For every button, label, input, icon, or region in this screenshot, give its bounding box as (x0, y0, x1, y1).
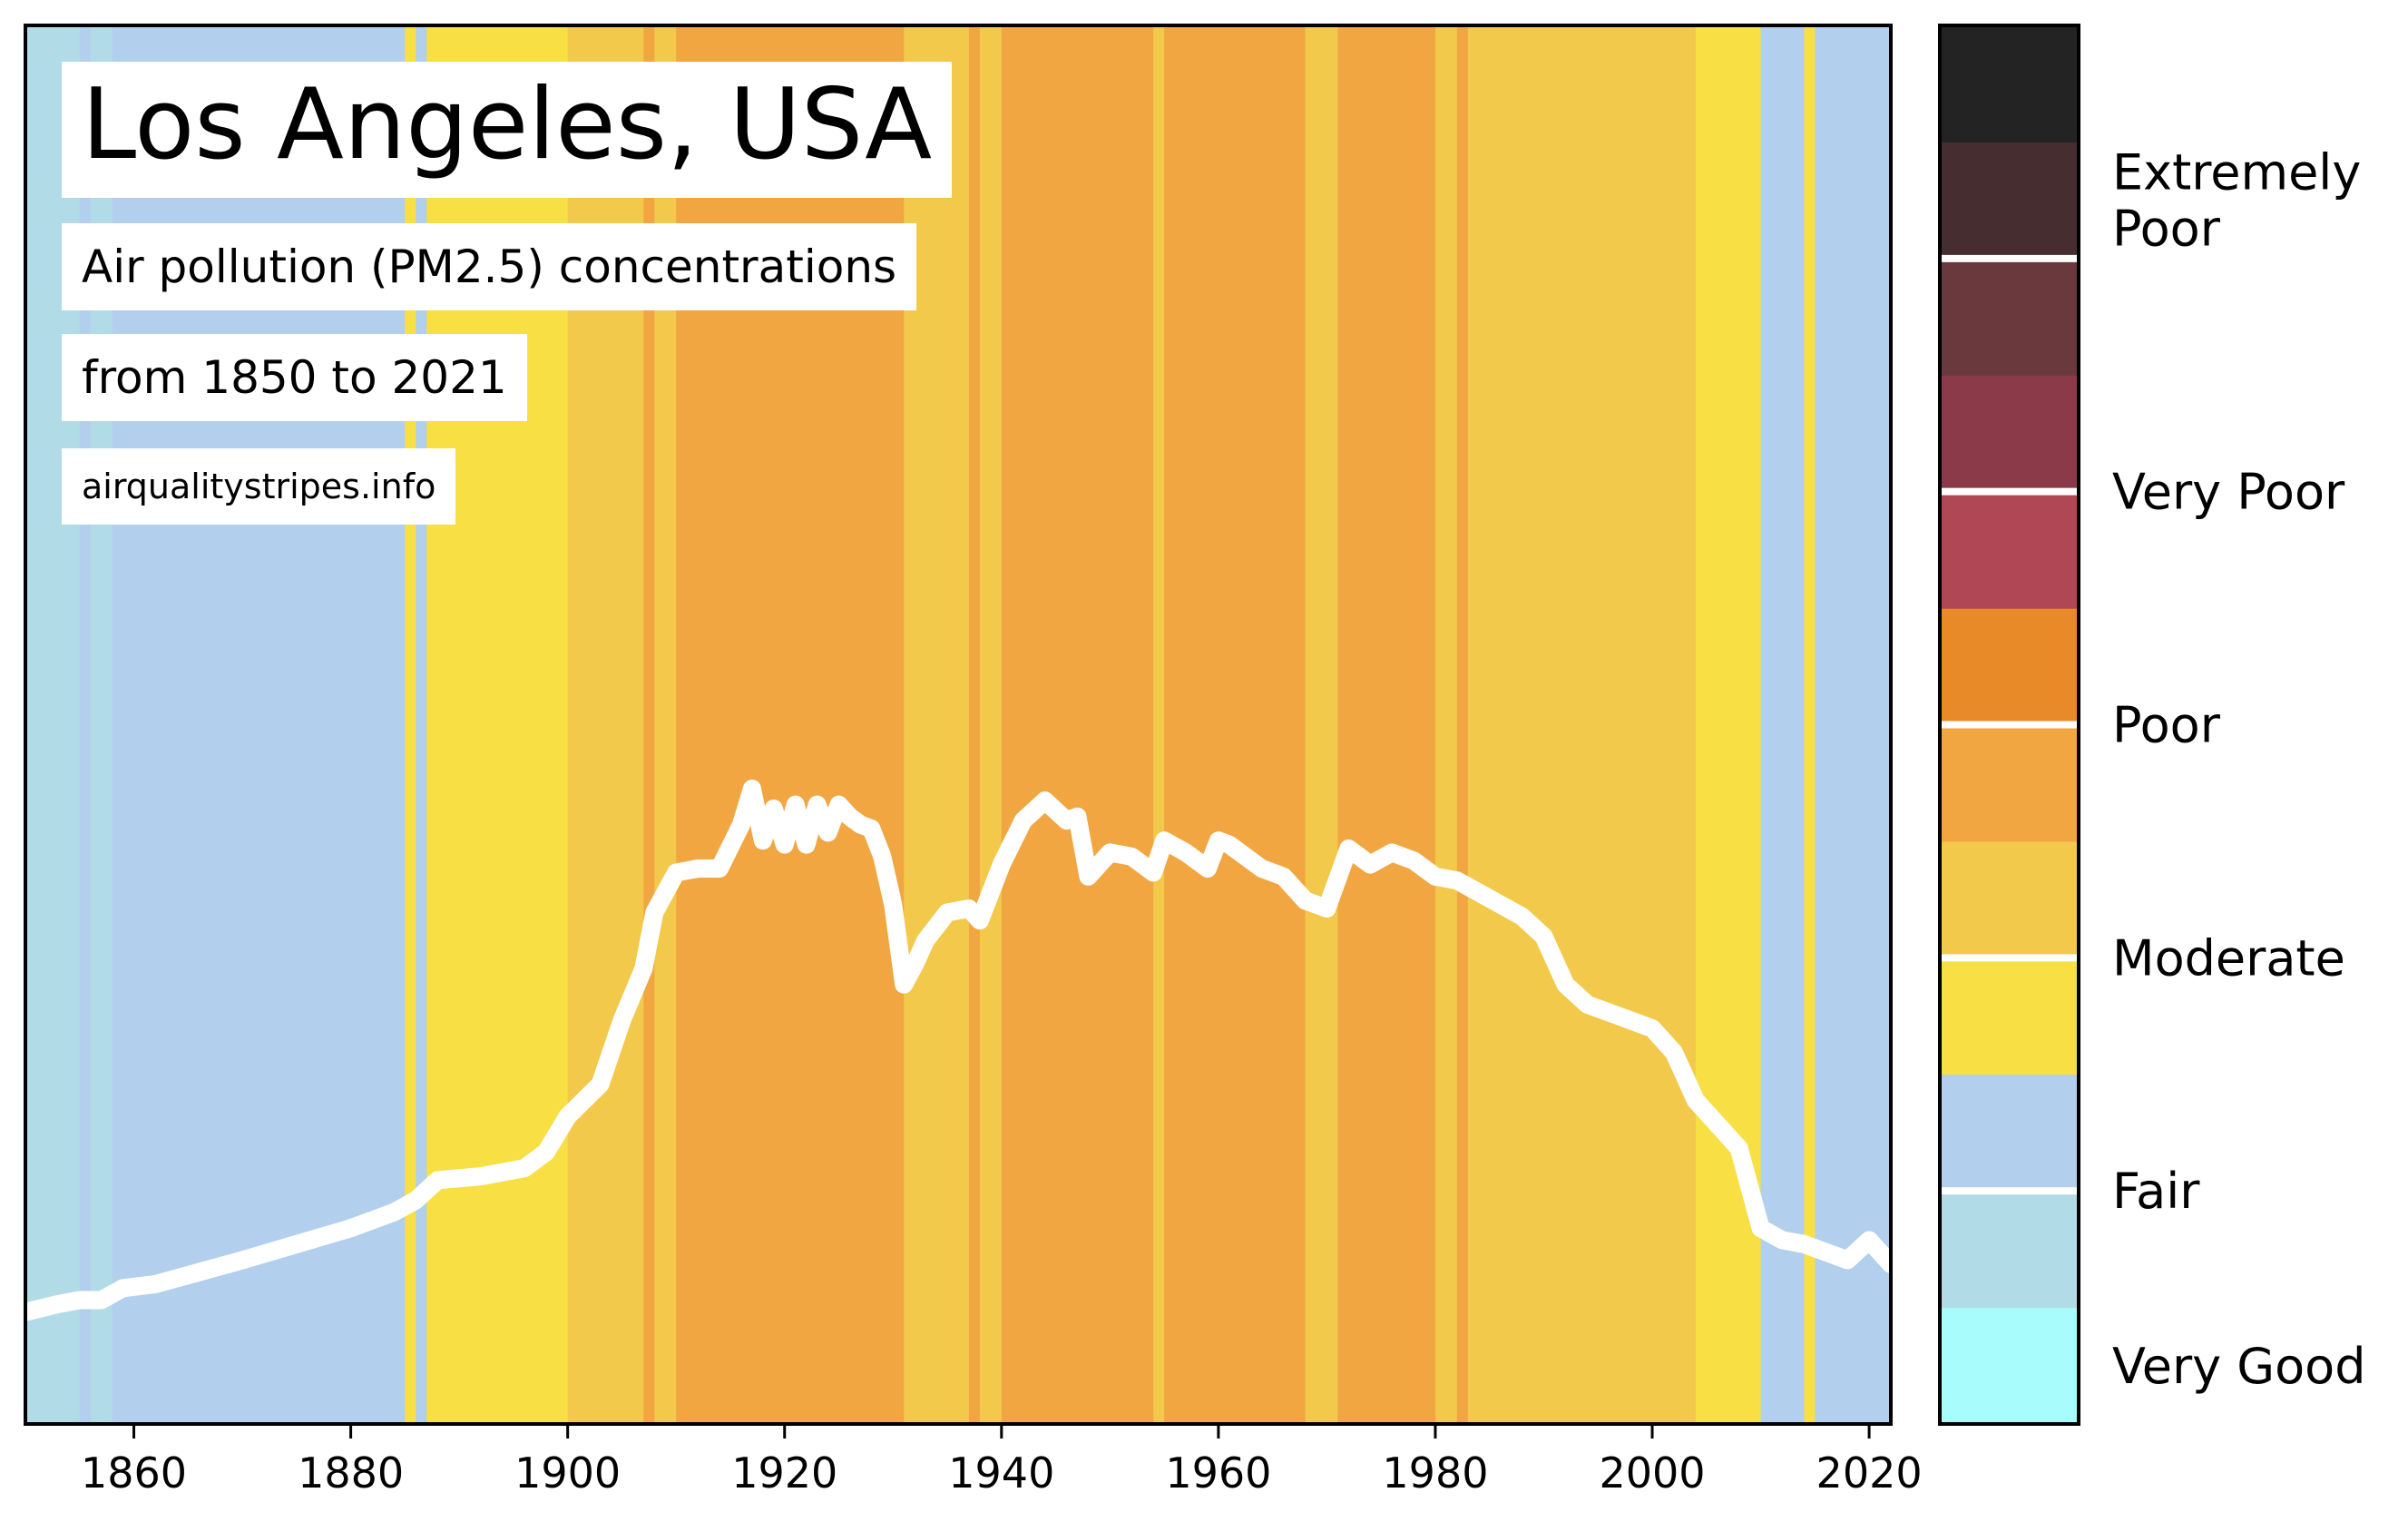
x-tick-label: 1900 (514, 1448, 621, 1497)
chart-date-range: from 1850 to 2021 (62, 334, 527, 421)
colorbar-segment-8 (1940, 375, 2079, 493)
chart-title: Los Angeles, USA (62, 62, 953, 198)
colorbar-segment-0 (1940, 1307, 2079, 1425)
source-label: airqualitystripes.info (62, 448, 456, 525)
stripe-18 (1337, 25, 1436, 1424)
x-tick-label: 1880 (298, 1448, 404, 1497)
stripe-25 (1815, 25, 1892, 1424)
colorbar-label-very-good: Very Good (2112, 1338, 2366, 1395)
x-tick-label: 1920 (731, 1448, 837, 1497)
stripe-8 (643, 25, 655, 1424)
colorbar-segment-1 (1940, 1191, 2079, 1309)
x-tick-label: 2000 (1599, 1448, 1705, 1497)
colorbar-segment-10 (1940, 142, 2079, 260)
colorbar-segment-6 (1940, 608, 2079, 726)
colorbar-labels: Very Good Fair Moderate Poor Very Poor Extrem… (2112, 144, 2366, 1395)
x-tick-label: 2020 (1816, 1448, 1923, 1497)
x-tick-label: 1980 (1382, 1448, 1488, 1497)
colorbar-label-poor: Poor (2112, 697, 2221, 754)
colorbar-segment-7 (1940, 491, 2079, 609)
stripe-20 (1456, 25, 1469, 1424)
chart-subtitle: Air pollution (PM2.5) concentrations (62, 223, 917, 310)
colorbar-segment-11 (1940, 25, 2079, 143)
colorbar-segment-4 (1940, 840, 2079, 958)
x-tick-label: 1940 (948, 1448, 1054, 1497)
stripe-24 (1804, 25, 1816, 1424)
colorbar-frame (1938, 24, 2080, 1426)
colorbar-segment-3 (1940, 957, 2079, 1075)
colorbar-segment-9 (1940, 258, 2079, 376)
stripe-12 (968, 25, 981, 1424)
colorbar-label-moderate: Moderate (2112, 929, 2345, 987)
stripe-23 (1760, 25, 1805, 1424)
colorbar-segment-5 (1940, 724, 2079, 842)
pm25-trend-line (16, 779, 1900, 1321)
colorbar-label-very-poor: Very Poor (2112, 464, 2345, 521)
stripe-21 (1467, 25, 1697, 1424)
colorbar-label-fair: Fair (2112, 1163, 2200, 1220)
stripe-13 (979, 25, 1003, 1424)
x-axis: 1860 1880 1900 1920 1940 1960 1980 2000 2020 (81, 1424, 1923, 1497)
stripe-16 (1164, 25, 1307, 1424)
stripe-15 (1153, 25, 1165, 1424)
colorbar-segment-2 (1940, 1074, 2079, 1192)
x-tick-label: 1860 (81, 1448, 187, 1497)
x-tick-label: 1960 (1165, 1448, 1271, 1497)
stripe-17 (1305, 25, 1338, 1424)
stripe-19 (1434, 25, 1458, 1424)
plot-frame (24, 24, 1893, 1426)
colorbar (1940, 25, 2079, 1425)
stripe-14 (1001, 25, 1154, 1424)
colorbar-label-extremely-poor: Extremely Poor (2112, 144, 2361, 258)
